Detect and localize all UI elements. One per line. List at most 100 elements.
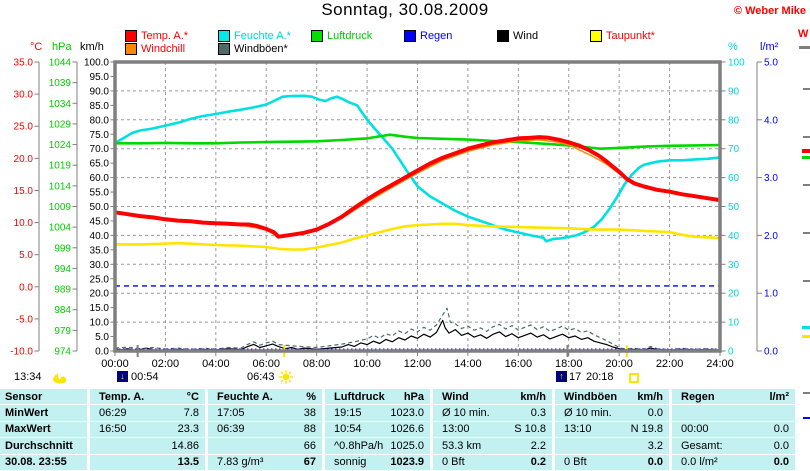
legend-label: Wind	[513, 30, 539, 42]
table-cell: Wind km/h	[433, 389, 552, 405]
cell-left: Regen	[681, 390, 715, 403]
table-cell: 00:00 0.0	[672, 421, 795, 438]
table-cell: Feuchte A.%	[208, 389, 322, 405]
cell-right: 0.0	[773, 439, 789, 452]
table-row-label: MinWert	[0, 405, 87, 421]
legend-item-regen: Regen	[404, 30, 452, 42]
percent-tick-label: 40	[728, 231, 740, 242]
moonrise-icon: ↑	[556, 371, 567, 382]
cell-right: °C	[186, 390, 199, 403]
table-cell: sonnig 1023.9	[325, 454, 430, 470]
clipped-panel-fragment	[799, 46, 810, 49]
clipped-panel-fragment	[802, 335, 810, 338]
hpa-tick-label: 984	[54, 305, 71, 316]
table-cell	[672, 405, 795, 421]
table-cell: 10:54 1026.6	[325, 421, 430, 438]
cell-left: 7.83 g/m³	[217, 456, 264, 469]
kmh-tick-label: 65.0	[90, 159, 110, 170]
cell-right: 0.3	[530, 407, 546, 420]
cell-left: Temp. A.	[99, 390, 145, 403]
legend-swatch	[311, 30, 323, 42]
page-title: Sonntag, 30.08.2009	[321, 0, 489, 19]
cell-left: Wind	[442, 390, 469, 403]
clipped-panel-tick	[803, 280, 810, 282]
kmh-tick-label: 0.0	[95, 347, 109, 358]
kmh-tick-label: 25.0	[90, 274, 110, 285]
plot-frame	[113, 60, 722, 353]
series-taupunkt	[115, 222, 721, 251]
table-cell: 13.5	[90, 454, 205, 470]
cell-right: 38	[303, 407, 316, 420]
legend-label: Taupunkt*	[606, 30, 655, 42]
hpa-tick-label: 994	[54, 264, 71, 275]
table-cell: Gesamt: 0.0	[672, 438, 795, 454]
legend-label: Windböen*	[234, 43, 288, 55]
legend-label: Windchill	[141, 43, 186, 55]
cell-right: N 19.8	[630, 423, 663, 436]
x-tick-label: 12:00	[404, 358, 432, 370]
cell-right: 0.0	[773, 423, 789, 436]
hpa-tick-label: 1014	[49, 181, 72, 192]
kmh-tick-label: 55.0	[90, 188, 110, 199]
legend-item-feuchtea: Feuchte A.*	[218, 30, 291, 42]
sunset-time: 20:18	[586, 371, 614, 383]
lm2-axis-label: l/m²	[760, 41, 779, 53]
percent-tick-label: 60	[728, 173, 740, 184]
cell-left: Ø 10 min.	[442, 407, 490, 420]
percent-tick-label: 30	[728, 260, 740, 271]
table-row-label: 30.08. 23:55	[0, 454, 87, 470]
table-cell: 06:29 7.8	[90, 405, 205, 421]
hpa-tick-label: 979	[54, 326, 71, 337]
cell-left: sonnig	[334, 456, 367, 469]
cell-right: 0.2	[530, 456, 546, 469]
table-cell: Windböen km/h	[555, 389, 669, 405]
hpa-tick-label: 1019	[49, 161, 72, 172]
table-cell: Ø 10 min. 0.3	[433, 405, 552, 421]
kmh-tick-label: 75.0	[90, 130, 110, 141]
legend-swatch	[497, 30, 509, 42]
cell-right: 88	[303, 423, 316, 436]
celsius-tick-label: 25.0	[14, 122, 34, 133]
table-cell: Regen l/m²	[672, 389, 795, 405]
percent-tick-label: 20	[728, 289, 740, 300]
clipped-panel-fragment	[802, 326, 810, 329]
cell-left: 00:00	[681, 423, 709, 436]
lm2-tick-label: 5.0	[764, 58, 778, 69]
x-tick-label: 14:00	[454, 358, 482, 370]
clipped-panel-fragment	[802, 156, 810, 159]
kmh-tick-label: 5.0	[95, 332, 109, 343]
celsius-axis-label: °C	[30, 41, 43, 53]
table-row-label: Durchschnitt	[0, 438, 87, 454]
legend-item-tempa: Temp. A.*	[125, 30, 188, 42]
clipped-panel-tick	[803, 232, 810, 234]
cell-right: 1026.6	[390, 423, 424, 436]
clipped-panel-tick	[803, 88, 810, 90]
hpa-tick-label: 989	[54, 285, 71, 296]
x-tick-label: 18:00	[555, 358, 583, 370]
kmh-axis-label: km/h	[80, 41, 104, 53]
table-cell: 3.2	[555, 438, 669, 454]
cell-left: ^0.8hPa/h	[334, 439, 384, 452]
cell-right: S 10.8	[514, 423, 546, 436]
x-tick-label: 24:00	[706, 358, 734, 370]
cell-left: Gesamt:	[681, 439, 723, 452]
legend-swatch	[125, 43, 137, 55]
cell-left: Luftdruck	[334, 390, 385, 403]
table-row-label: MaxWert	[0, 421, 87, 438]
kmh-tick-label: 100.0	[84, 58, 109, 69]
cell-left: 13:00	[442, 423, 470, 436]
series-wind	[114, 319, 721, 351]
table-cell: 13:10 N 19.8	[555, 421, 669, 438]
cell-left: 06:39	[217, 423, 245, 436]
kmh-tick-label: 20.0	[90, 289, 110, 300]
table-cell: 66	[208, 438, 322, 454]
legend-swatch	[218, 30, 230, 42]
moon-icon	[53, 373, 67, 384]
legend-swatch	[125, 30, 137, 42]
hpa-tick-label: 1024	[49, 140, 72, 151]
cell-left: 53.3 km	[442, 439, 482, 452]
table-cell: 16:50 23.3	[90, 421, 205, 438]
table-cell: Luftdruck hPa	[325, 389, 430, 405]
celsius-tick-label: 0.0	[19, 282, 33, 293]
percent-tick-label: 90	[728, 86, 740, 97]
